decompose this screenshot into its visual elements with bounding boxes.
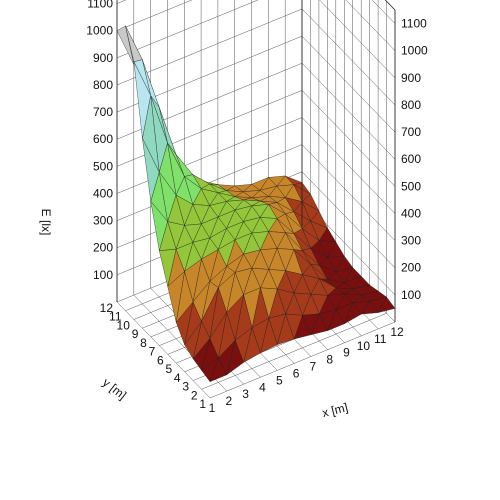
z-tick-label-right: 500 <box>401 179 421 193</box>
z-tick-label-left: 1100 <box>87 0 113 11</box>
box-frame <box>116 0 396 322</box>
x-tick-label: 3 <box>242 387 249 401</box>
y-tick-label: 7 <box>149 345 156 359</box>
z-tick-label-left: 800 <box>93 78 113 92</box>
grid-line <box>209 321 396 399</box>
surface-facet <box>116 25 134 65</box>
grid-line <box>301 171 396 268</box>
grid-line <box>301 35 396 133</box>
surface-facet <box>159 249 177 287</box>
surface-facet <box>133 61 151 139</box>
x-tick-label: 10 <box>357 339 371 353</box>
x-tick-label: 4 <box>259 380 266 394</box>
grid-line <box>116 8 303 86</box>
grid-line <box>201 313 387 390</box>
z-tick-label-right: 1100 <box>401 17 427 31</box>
surface-facet <box>310 313 328 336</box>
z-tick-label-left: 400 <box>93 187 113 201</box>
grid-line <box>301 117 396 214</box>
z-tick-label-right: 600 <box>401 152 421 166</box>
grid-line <box>371 0 396 24</box>
z-tick-label-right: 400 <box>401 207 421 221</box>
grid-line <box>116 301 211 399</box>
z-tick-label-left: 600 <box>93 132 113 146</box>
y-tick-label: 4 <box>174 371 181 385</box>
grid-line <box>116 0 193 31</box>
surface-facet <box>184 321 202 360</box>
surface-facet <box>167 271 185 323</box>
y-tick-label: 1 <box>199 397 206 411</box>
z-tick-label-left: 1000 <box>86 24 113 38</box>
surface-facet <box>327 309 345 331</box>
frame-edge <box>384 0 396 11</box>
grid-line <box>301 90 396 187</box>
grid-line <box>301 144 396 241</box>
z-tick-label-left: 700 <box>93 105 113 119</box>
grid-line <box>116 0 127 4</box>
z-tick-label-right: 1000 <box>401 44 428 58</box>
z-axis-label: E [lx] <box>39 209 53 236</box>
z-tick-label-left: 300 <box>93 214 113 228</box>
x-tick-label: 6 <box>293 367 300 381</box>
y-tick-label: 6 <box>157 353 164 367</box>
surface-facet <box>277 313 295 345</box>
z-tick-label-left: 200 <box>93 241 113 255</box>
z-tick-label-right: 200 <box>401 261 421 275</box>
grid-line <box>319 0 396 79</box>
y-tick-label: 11 <box>109 310 122 324</box>
y-tick-label: 8 <box>140 336 147 350</box>
x-tick-label: 8 <box>326 353 333 367</box>
x-tick-label: 9 <box>343 346 350 360</box>
surface-facet <box>125 25 143 62</box>
z-tick-label-right: 700 <box>401 125 421 139</box>
surface-facet <box>150 200 168 251</box>
grid-line <box>301 8 396 106</box>
x-tick-label: 12 <box>390 325 404 339</box>
grid-line <box>345 0 396 51</box>
grid-line <box>116 117 303 194</box>
x-tick-label: 11 <box>374 332 387 346</box>
x-tick-label: 2 <box>225 394 232 408</box>
y-tick-label: 12 <box>100 301 114 315</box>
x-tick-label: 5 <box>276 373 283 387</box>
x-tick-label: 7 <box>310 360 317 374</box>
surface-mesh <box>116 25 396 383</box>
y-axis-label: y [m] <box>100 375 129 402</box>
surface-facet <box>226 339 244 376</box>
y-tick-label: 2 <box>191 388 198 402</box>
z-tick-label-right: 900 <box>401 71 421 85</box>
z-tick-label-left: 900 <box>93 51 113 65</box>
grid-line <box>301 63 396 160</box>
tick-labels: 100 200 300 400 500 600 700 800 900 1000 1100 100 20… <box>86 0 428 415</box>
y-tick-label: 9 <box>132 327 139 341</box>
grid-line <box>116 0 259 59</box>
z-tick-label-left: 100 <box>93 268 113 282</box>
surface-facet <box>142 138 160 202</box>
y-tick-label: 10 <box>117 319 131 333</box>
z-tick-label-left: 500 <box>93 159 113 173</box>
y-tick-label: 3 <box>182 380 189 394</box>
surface-facet <box>176 301 194 346</box>
surface-facet <box>201 357 219 383</box>
z-tick-label-right: 800 <box>401 98 421 112</box>
x-tick-label: 1 <box>209 401 216 415</box>
x-axis-label: x [m] <box>321 400 350 420</box>
z-tick-label-right: 100 <box>401 288 421 302</box>
z-tick-label-right: 300 <box>401 234 421 248</box>
y-tick-label: 5 <box>166 362 173 376</box>
surface-facet <box>192 338 211 371</box>
